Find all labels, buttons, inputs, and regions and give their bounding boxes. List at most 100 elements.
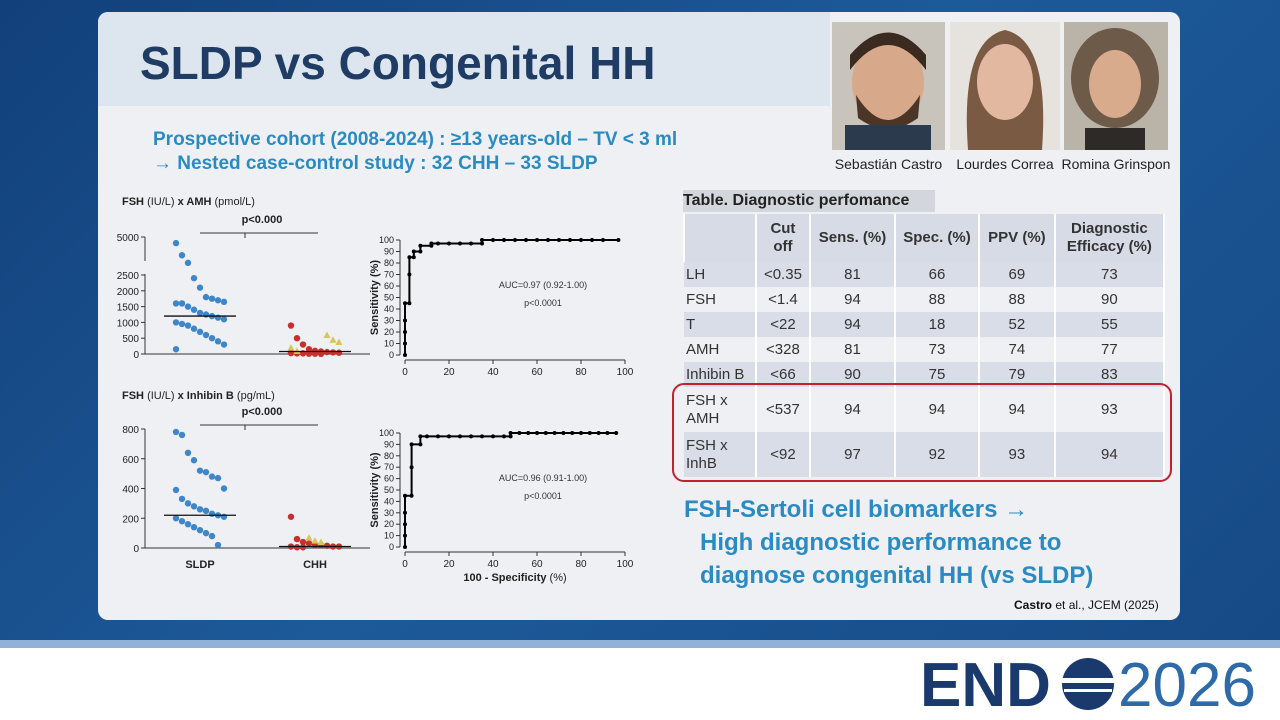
data-point bbox=[172, 486, 180, 494]
label-part: (pmol/L) bbox=[215, 196, 255, 208]
data-point bbox=[208, 473, 216, 480]
y-tick-label: 0 bbox=[133, 350, 139, 361]
x-tick-label: 60 bbox=[531, 367, 543, 378]
data-point bbox=[293, 535, 301, 543]
data-point bbox=[214, 314, 222, 321]
y-tick-label: 5000 bbox=[117, 233, 140, 244]
table-row: FSH <1.4 94 88 88 90 bbox=[684, 287, 1166, 312]
table-cell: 55 bbox=[1053, 312, 1166, 337]
y-tick-label: 800 bbox=[122, 425, 139, 436]
table-cell: LH bbox=[684, 262, 757, 287]
roc-point bbox=[524, 238, 528, 242]
header-cell: PPV (%) bbox=[978, 214, 1056, 262]
roc-point bbox=[491, 238, 495, 242]
table-cell: 52 bbox=[978, 312, 1056, 337]
logo-text: END bbox=[920, 651, 1051, 720]
roc-point bbox=[513, 238, 517, 242]
roc-point bbox=[403, 510, 407, 515]
citation-text: et al., JCEM (2025) bbox=[1055, 598, 1159, 612]
y-tick-label: 0 bbox=[389, 542, 394, 552]
p-value: p<0.000 bbox=[242, 406, 283, 418]
p-value: p<0.000 bbox=[242, 214, 283, 226]
data-point bbox=[178, 300, 186, 307]
roc-point bbox=[418, 249, 423, 254]
table-cell: 93 bbox=[978, 432, 1056, 477]
y-tick-label: 80 bbox=[384, 451, 394, 461]
table-cell: <66 bbox=[754, 362, 812, 387]
table-cell: 88 bbox=[893, 287, 981, 312]
photo bbox=[1064, 22, 1168, 150]
data-point bbox=[329, 349, 337, 356]
label-part: FSH bbox=[122, 390, 144, 402]
roc-point bbox=[403, 493, 407, 498]
y-tick-label: 90 bbox=[384, 247, 394, 257]
label-part: (IU/L) bbox=[147, 196, 175, 208]
data-point bbox=[178, 431, 186, 439]
roc-point bbox=[403, 353, 407, 357]
x-tick-label: 60 bbox=[531, 559, 543, 570]
table-cell: <22 bbox=[754, 312, 812, 337]
data-point bbox=[214, 338, 222, 345]
roc-point bbox=[568, 238, 572, 242]
roc-point bbox=[418, 442, 423, 447]
roc-point bbox=[407, 272, 412, 277]
roc-point bbox=[469, 241, 473, 246]
y-tick-label: 10 bbox=[384, 531, 394, 541]
roc-point bbox=[403, 341, 407, 346]
y-tick-label: 0 bbox=[389, 350, 394, 360]
data-point bbox=[214, 541, 222, 549]
roc-point bbox=[579, 431, 583, 435]
photo-caption: Romina Grinspon bbox=[1061, 156, 1171, 172]
data-point bbox=[317, 538, 325, 546]
table-cell: 94 bbox=[978, 387, 1056, 432]
roc-point bbox=[469, 434, 473, 439]
table-row: T <22 94 18 52 55 bbox=[684, 312, 1166, 337]
data-point bbox=[184, 322, 192, 329]
annotation: p<0.0001 bbox=[524, 491, 562, 501]
y-tick-label: 90 bbox=[384, 439, 394, 449]
roc-point bbox=[447, 434, 451, 439]
roc-line bbox=[404, 239, 619, 355]
data-point bbox=[305, 540, 313, 547]
chart-label: FSH (IU/L) x Inhibin B (pg/mL) bbox=[122, 390, 275, 402]
roc-point bbox=[570, 431, 575, 435]
roc-point bbox=[458, 241, 462, 246]
table-cell: FSH bbox=[684, 287, 757, 312]
annotation: p<0.0001 bbox=[524, 298, 562, 308]
data-point bbox=[202, 293, 210, 301]
roc-point bbox=[418, 434, 423, 439]
roc-point bbox=[429, 241, 434, 246]
roc-point bbox=[418, 243, 423, 248]
table-cell: 75 bbox=[893, 362, 981, 387]
y-tick-label: 50 bbox=[384, 293, 394, 303]
data-point bbox=[220, 341, 228, 348]
data-point bbox=[202, 529, 210, 537]
header-cell: Diagnostic Efficacy (%) bbox=[1053, 214, 1166, 262]
roc-point bbox=[557, 238, 561, 242]
y-tick-label: 40 bbox=[384, 496, 394, 506]
stripe bbox=[0, 640, 1280, 648]
table-cell: 94 bbox=[893, 387, 981, 432]
data-point bbox=[202, 468, 210, 476]
table-row: FSH x InhB <92 97 92 93 94 bbox=[684, 432, 1166, 477]
x-tick-label: 40 bbox=[487, 367, 499, 378]
title-band bbox=[98, 12, 830, 106]
y-tick-label: 200 bbox=[122, 514, 139, 525]
y-tick-label: 100 bbox=[379, 428, 394, 438]
x-tick-label: 0 bbox=[402, 559, 408, 570]
table-cell: <0.35 bbox=[754, 262, 812, 287]
data-point bbox=[178, 518, 186, 525]
table-cell: 90 bbox=[809, 362, 896, 387]
roc-point bbox=[409, 442, 414, 447]
data-point bbox=[287, 344, 295, 351]
x-tick-label: 0 bbox=[402, 367, 408, 378]
y-tick-label: 2500 bbox=[117, 271, 140, 282]
roc-point bbox=[403, 533, 407, 538]
label-part: x AMH bbox=[178, 196, 212, 208]
roc-point bbox=[458, 434, 462, 439]
table-cell: <328 bbox=[754, 337, 812, 362]
data-point bbox=[196, 328, 204, 336]
y-tick-label: 30 bbox=[384, 508, 394, 518]
roc-point bbox=[447, 241, 451, 246]
